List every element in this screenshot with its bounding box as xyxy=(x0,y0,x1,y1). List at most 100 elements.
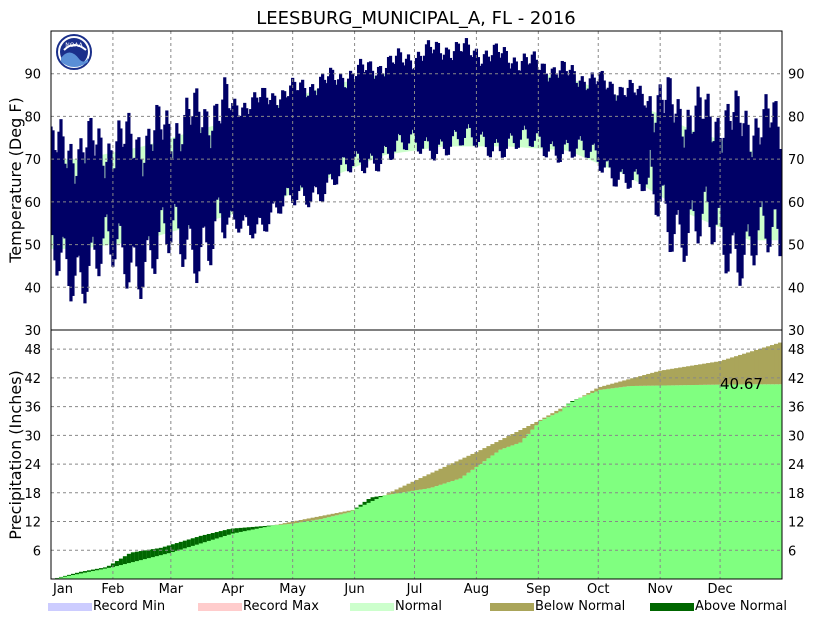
temp-daily-bar xyxy=(93,155,97,250)
temp-daily-bar xyxy=(722,137,726,255)
precip-observed-fill xyxy=(762,384,767,579)
precip-above-normal xyxy=(194,537,200,545)
temp-daily-bar xyxy=(173,138,177,204)
temp-daily-bar xyxy=(63,163,67,239)
precip-observed-fill xyxy=(294,522,300,579)
temp-daily-bar xyxy=(750,157,754,256)
temp-daily-bar xyxy=(223,77,227,239)
temp-daily-bar xyxy=(382,76,387,146)
precip-observed-fill xyxy=(550,415,555,579)
temp-daily-bar xyxy=(640,93,644,192)
precip-observed-fill xyxy=(642,385,647,579)
precip-below-normal xyxy=(282,523,288,525)
temp-daily-bar xyxy=(151,150,155,269)
precip-above-normal xyxy=(206,533,212,541)
temp-tick-left: 70 xyxy=(24,153,41,168)
temp-daily-bar xyxy=(127,112,131,283)
precip-below-normal xyxy=(562,406,567,408)
precip-above-normal xyxy=(158,547,164,556)
temp-daily-bar xyxy=(510,63,514,136)
temp-daily-bar xyxy=(285,97,289,188)
temp-daily-bar xyxy=(199,133,203,248)
precip-observed-fill xyxy=(270,525,276,579)
temp-daily-bar xyxy=(187,109,191,226)
precip-observed-fill xyxy=(226,529,232,579)
precip-tick-right: 42 xyxy=(788,372,805,387)
temp-daily-bar xyxy=(524,57,528,130)
temp-daily-bar xyxy=(748,151,752,237)
precip-above-normal xyxy=(226,529,232,535)
precip-below-normal xyxy=(322,515,328,519)
precip-observed-fill xyxy=(490,455,495,579)
temp-daily-bar xyxy=(183,114,187,260)
precip-observed-fill xyxy=(150,549,156,579)
temp-daily-bar xyxy=(458,51,463,146)
precip-above-normal xyxy=(146,549,152,559)
precip-observed-fill xyxy=(706,384,711,579)
precip-below-normal xyxy=(778,342,782,385)
temp-daily-bar xyxy=(378,66,383,164)
precip-observed-fill xyxy=(182,540,188,579)
precip-below-normal xyxy=(746,352,751,385)
temp-daily-bar xyxy=(716,117,720,208)
precip-below-normal xyxy=(606,384,611,389)
temp-daily-bar xyxy=(311,84,315,193)
precip-above-normal xyxy=(374,496,380,500)
temp-daily-bar xyxy=(676,99,680,211)
temp-daily-bar xyxy=(668,78,672,253)
temp-daily-bar xyxy=(211,130,215,250)
precip-below-normal xyxy=(350,509,356,511)
precip-below-normal xyxy=(446,465,452,483)
temp-daily-bar xyxy=(770,122,774,227)
temp-daily-bar xyxy=(698,97,702,237)
precip-above-normal xyxy=(62,575,68,577)
precip-observed-fill xyxy=(418,489,424,579)
temp-daily-bar xyxy=(682,147,686,262)
precip-observed-fill xyxy=(238,527,244,579)
legend-swatch xyxy=(48,603,92,611)
temp-daily-bar xyxy=(540,63,544,148)
precip-below-normal xyxy=(610,383,615,389)
temp-daily-bar xyxy=(534,59,538,134)
precip-below-normal xyxy=(510,434,515,446)
temp-daily-bar xyxy=(434,41,439,155)
temp-daily-bar xyxy=(506,62,510,139)
precip-tick-left: 12 xyxy=(24,516,41,531)
temp-daily-bar xyxy=(99,137,103,264)
temp-daily-bar xyxy=(352,79,357,157)
temp-daily-bar xyxy=(696,86,700,244)
temp-daily-bar xyxy=(590,72,594,145)
temp-daily-bar xyxy=(728,120,732,254)
precip-observed-fill xyxy=(474,466,480,579)
temp-daily-bar xyxy=(412,68,417,134)
temp-daily-bar xyxy=(386,57,391,154)
precip-below-normal xyxy=(690,365,695,386)
temp-daily-bar xyxy=(446,49,451,155)
temp-daily-bar xyxy=(702,118,706,192)
precip-observed-fill xyxy=(362,501,368,579)
month-tick-label: Jun xyxy=(343,582,364,597)
temp-daily-bar xyxy=(141,176,145,288)
precip-below-normal xyxy=(646,373,651,386)
temp-daily-bar xyxy=(337,79,341,177)
precip-below-normal xyxy=(314,516,320,520)
precip-observed-fill xyxy=(602,389,607,579)
temp-daily-bar xyxy=(313,90,317,187)
precip-observed-fill xyxy=(306,521,312,579)
temp-daily-bar xyxy=(552,67,556,147)
precip-observed-fill xyxy=(86,570,92,579)
temp-daily-bar xyxy=(267,104,271,225)
temp-daily-bar xyxy=(662,112,666,185)
precip-tick-left: 48 xyxy=(24,343,41,358)
temp-daily-bar xyxy=(724,110,728,274)
temp-daily-bar xyxy=(394,55,399,141)
precip-observed-fill xyxy=(402,492,408,579)
temp-daily-bar xyxy=(271,93,275,204)
precip-above-normal xyxy=(190,538,196,546)
temp-daily-bar xyxy=(95,144,99,269)
temp-daily-bar xyxy=(71,163,75,296)
precip-above-normal xyxy=(130,552,136,563)
temp-daily-bar xyxy=(121,146,125,248)
temp-daily-bar xyxy=(608,81,612,168)
temp-daily-bar xyxy=(422,55,427,141)
